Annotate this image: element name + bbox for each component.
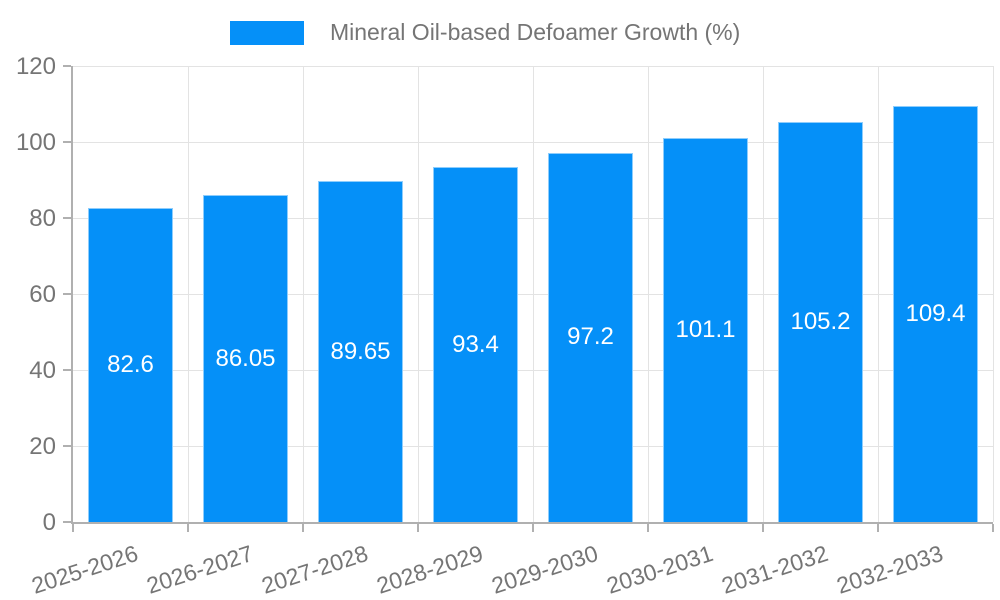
bar-2027-2028[interactable]: 89.65 bbox=[318, 181, 403, 522]
legend-label: Mineral Oil-based Defoamer Growth (%) bbox=[330, 19, 741, 45]
x-axis-tick-label: 2027-2028 bbox=[257, 540, 371, 599]
gridline-vertical bbox=[417, 66, 419, 522]
y-axis-tick bbox=[63, 445, 71, 447]
legend-item[interactable]: Mineral Oil-based Defoamer Growth (%) bbox=[230, 19, 740, 46]
y-axis-tick bbox=[63, 217, 71, 219]
y-axis-line bbox=[71, 66, 73, 524]
bar-value-label: 86.05 bbox=[215, 344, 276, 372]
gridline-vertical bbox=[992, 66, 994, 522]
bar-value-label: 109.4 bbox=[905, 300, 966, 328]
y-axis-tick-label: 40 bbox=[29, 357, 56, 384]
x-axis-tick-label: 2030-2031 bbox=[602, 540, 716, 599]
bar-value-label: 105.2 bbox=[790, 308, 851, 336]
y-axis-tick bbox=[63, 521, 71, 523]
bar-value-label: 101.1 bbox=[675, 315, 736, 343]
y-axis-tick-label: 80 bbox=[29, 205, 56, 232]
x-axis-line bbox=[71, 522, 993, 524]
x-axis-tick bbox=[992, 524, 994, 532]
bar-2028-2029[interactable]: 93.4 bbox=[433, 167, 518, 522]
bar-value-label: 93.4 bbox=[452, 330, 499, 358]
x-axis-tick-label: 2032-2033 bbox=[832, 540, 946, 599]
y-axis-tick-label: 20 bbox=[29, 433, 56, 460]
bar-2032-2033[interactable]: 109.4 bbox=[893, 106, 978, 522]
y-axis-tick bbox=[63, 65, 71, 67]
y-axis-tick-label: 120 bbox=[15, 53, 56, 80]
x-axis-tick bbox=[877, 524, 879, 532]
bar-value-label: 89.65 bbox=[330, 337, 391, 365]
bar-2030-2031[interactable]: 101.1 bbox=[663, 137, 748, 522]
gridline-vertical bbox=[877, 66, 879, 522]
x-axis-tick bbox=[187, 524, 189, 532]
gridline-vertical bbox=[762, 66, 764, 522]
x-axis-tick-label: 2025-2026 bbox=[27, 540, 141, 599]
y-axis-tick bbox=[63, 293, 71, 295]
legend-swatch-icon bbox=[230, 20, 304, 45]
gridline-vertical bbox=[532, 66, 534, 522]
y-axis-tick-label: 60 bbox=[29, 281, 56, 308]
gridline-vertical bbox=[302, 66, 304, 522]
x-axis-tick bbox=[302, 524, 304, 532]
x-axis-tick bbox=[762, 524, 764, 532]
x-axis-tick bbox=[532, 524, 534, 532]
plot-area: 82.6 86.05 89.65 93.4 97.2 101.1 105.2 109.4 bbox=[63, 65, 994, 532]
x-axis-tick bbox=[647, 524, 649, 532]
bar-2031-2032[interactable]: 105.2 bbox=[778, 122, 863, 522]
bar-value-label: 82.6 bbox=[107, 351, 154, 379]
bar-value-label: 97.2 bbox=[567, 323, 614, 351]
y-axis-tick bbox=[63, 141, 71, 143]
bar-2026-2027[interactable]: 86.05 bbox=[203, 195, 288, 522]
y-axis-tick bbox=[63, 369, 71, 371]
bar-2025-2026[interactable]: 82.6 bbox=[88, 208, 173, 522]
x-axis-tick-label: 2026-2027 bbox=[142, 540, 256, 599]
y-axis-tick-label: 100 bbox=[15, 129, 56, 156]
x-axis-tick-label: 2028-2029 bbox=[372, 540, 486, 599]
x-axis-tick bbox=[417, 524, 419, 532]
y-axis-tick-label: 0 bbox=[42, 509, 56, 536]
x-axis-tick-label: 2029-2030 bbox=[487, 540, 601, 599]
gridline-vertical bbox=[647, 66, 649, 522]
x-axis-tick bbox=[72, 524, 74, 532]
x-axis-tick-label: 2031-2032 bbox=[717, 540, 831, 599]
bar-2029-2030[interactable]: 97.2 bbox=[548, 152, 633, 522]
gridline-vertical bbox=[187, 66, 189, 522]
